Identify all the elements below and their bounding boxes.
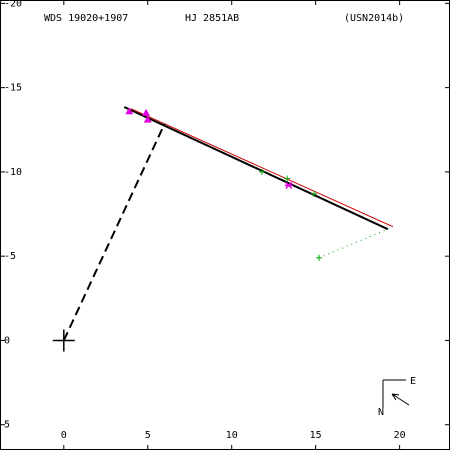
compass-arrow-icon xyxy=(391,393,410,406)
header-reference: (USN2014b) xyxy=(344,13,404,24)
y-tick-label: 0 xyxy=(4,335,10,346)
y-tick-label: -10 xyxy=(4,167,22,178)
periastron-dashed-line xyxy=(62,123,166,341)
fit-line xyxy=(123,106,389,231)
x-tick-label: 0 xyxy=(61,430,67,441)
y-tick-label: -15 xyxy=(4,83,22,94)
y-tick-label: -5 xyxy=(4,251,16,262)
compass-east-label: E xyxy=(410,376,416,387)
x-tick-label: 20 xyxy=(394,430,406,441)
x-tick-label: 5 xyxy=(145,430,151,441)
y-tick-label: 5 xyxy=(4,420,10,431)
compass-axes xyxy=(382,379,406,408)
measurement-triangle-marker xyxy=(142,108,151,116)
header-designation: WDS 19020+1907 xyxy=(44,13,128,24)
measurement-triangle-marker xyxy=(125,107,134,115)
compass-north-label: N xyxy=(378,407,384,418)
measurement-star-marker xyxy=(284,181,293,189)
header-pair-name: HJ 2851AB xyxy=(185,13,239,24)
data-series xyxy=(52,106,394,352)
x-tick-label: 10 xyxy=(226,430,238,441)
fit-line xyxy=(130,108,394,228)
measurement-plus-marker xyxy=(284,175,291,182)
measurement-plus-marker xyxy=(258,168,265,175)
y-tick-label: -20 xyxy=(4,0,22,9)
x-tick-label: 15 xyxy=(310,430,322,441)
measurement-plus-marker xyxy=(310,190,317,197)
measurement-plus-marker xyxy=(316,254,323,261)
compass-rose: E N xyxy=(378,376,416,418)
measurement-triangle-marker xyxy=(143,115,152,123)
